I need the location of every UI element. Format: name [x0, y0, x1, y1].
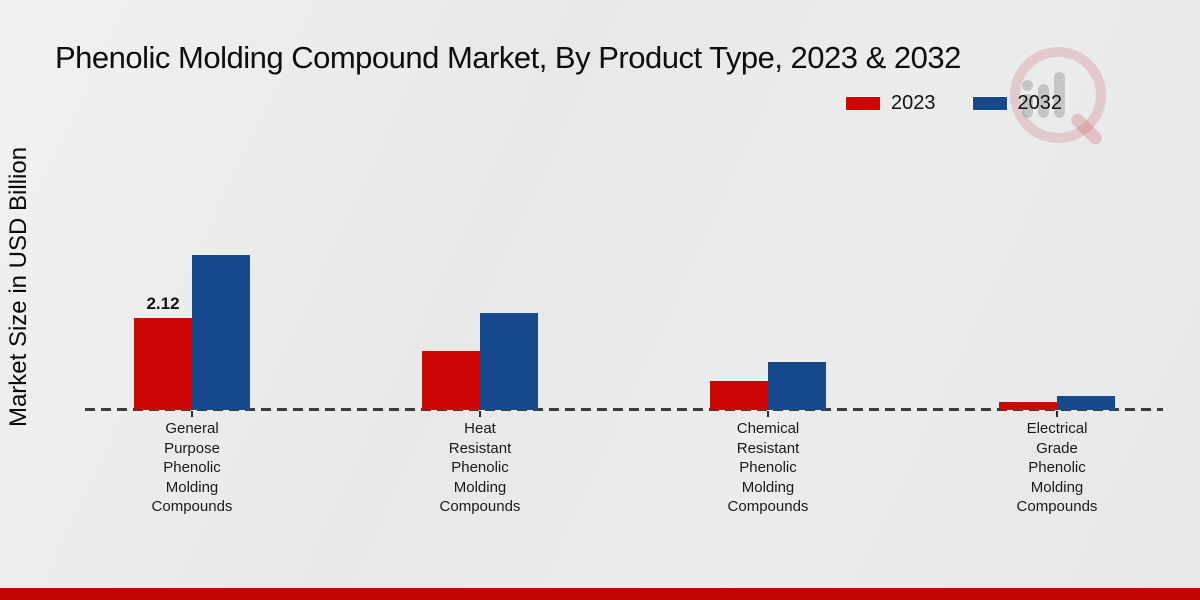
x-axis-tick: [479, 411, 481, 417]
legend-swatch-2023: [845, 96, 881, 111]
bar-2032-group1: [192, 255, 250, 410]
legend-label: 2023: [891, 92, 936, 114]
bar-2023-group1: [134, 318, 192, 410]
zero-baseline: [85, 408, 1163, 411]
x-axis-category-label: General Purpose Phenolic Molding Compoun…: [151, 420, 233, 515]
legend-item-2023: 2023: [845, 92, 936, 115]
legend-item-2032: 2032: [971, 92, 1063, 115]
bar-value-label: 2.12: [146, 294, 180, 313]
bar-2032-group3: [768, 362, 826, 410]
bar-2023-group4: [999, 402, 1057, 410]
y-axis-label: Market Size in USD Billion: [5, 146, 32, 428]
watermark-bar-icon: [1054, 72, 1065, 118]
bottom-red-strip: [0, 588, 1200, 600]
magnifier-ring-icon: [1010, 47, 1106, 143]
x-axis-category-label: Electrical Grade Phenolic Molding Compou…: [1016, 420, 1098, 515]
bar-2032-group4: [1057, 396, 1115, 410]
brand-watermark-icon: [1000, 42, 1130, 162]
chart-title: Phenolic Molding Compound Market, By Pro…: [55, 40, 961, 75]
watermark-bar-icon: [1038, 84, 1049, 118]
watermark-bar-icon: [1022, 94, 1033, 118]
x-axis-tick: [191, 411, 193, 417]
watermark-dot-icon: [1022, 80, 1033, 91]
bar-2032-group2: [480, 313, 538, 410]
legend: 2023 2032: [845, 92, 1062, 115]
legend-label: 2032: [1017, 92, 1063, 114]
x-axis-tick: [1056, 411, 1058, 417]
x-axis-category-label: Chemical Resistant Phenolic Molding Comp…: [727, 420, 809, 515]
legend-swatch-2032: [971, 96, 1008, 111]
x-axis-tick: [767, 411, 769, 417]
bar-2023-group3: [710, 381, 768, 410]
bar-2023-group2: [422, 351, 480, 410]
x-axis-category-label: Heat Resistant Phenolic Molding Compound…: [439, 420, 521, 515]
